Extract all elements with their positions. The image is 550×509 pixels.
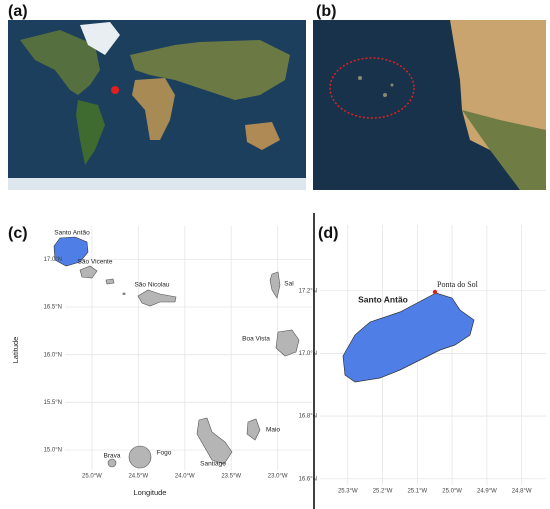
island-label: Fogo — [157, 450, 172, 457]
island-label: Santiago — [200, 461, 226, 468]
y-tick-label: 16.0°N — [44, 352, 62, 358]
panel-label: (d) — [318, 225, 338, 242]
world-map — [8, 20, 306, 190]
x-tick-label: 24.5°W — [128, 474, 148, 480]
island-label: Boa Vista — [242, 336, 270, 343]
panel-label: (c) — [8, 225, 28, 242]
x-tick-label: 23.0°W — [268, 474, 288, 480]
island-label: Sal — [284, 281, 294, 288]
x-tick-label: 25.2°W — [373, 489, 393, 495]
y-tick-label: 16.6°N — [299, 476, 317, 482]
y-tick-label: 16.5°N — [44, 305, 62, 311]
x-tick-label: 24.9°W — [477, 489, 497, 495]
island-detail — [342, 289, 475, 383]
x-tick-label: 24.8°W — [512, 489, 532, 495]
y-tick-label: 17.0°N — [299, 351, 317, 357]
y-axis-label: Latitude — [11, 337, 20, 364]
island-label: Brava — [104, 453, 121, 460]
annotation: Ponta do Sol — [437, 280, 479, 289]
regional-map — [313, 20, 546, 190]
x-tick-label: 24.0°W — [175, 474, 195, 480]
islands — [53, 236, 300, 469]
y-tick-label: 17.0°N — [44, 257, 62, 263]
panel-label: (a) — [8, 3, 28, 20]
panel-label: (b) — [316, 3, 336, 20]
x-tick-label: 25.3°W — [338, 489, 358, 495]
island-label: São Nicolau — [134, 282, 169, 289]
y-tick-label: 17.2°N — [299, 288, 317, 294]
x-tick-label: 25.0°W — [82, 474, 102, 480]
island-label: Santo Antão — [54, 230, 90, 237]
island-label: Santo Antão — [358, 294, 408, 304]
x-tick-label: 25.0°W — [442, 489, 462, 495]
y-tick-label: 15.5°N — [44, 400, 62, 406]
y-tick-label: 16.8°N — [299, 414, 317, 420]
island-label: Maio — [266, 427, 280, 434]
x-axis-label: Longitude — [134, 488, 167, 497]
x-tick-label: 25.1°W — [407, 489, 427, 495]
island-label: São Vicente — [78, 259, 113, 266]
y-tick-label: 15.0°N — [44, 448, 62, 454]
x-tick-label: 23.5°W — [221, 474, 241, 480]
